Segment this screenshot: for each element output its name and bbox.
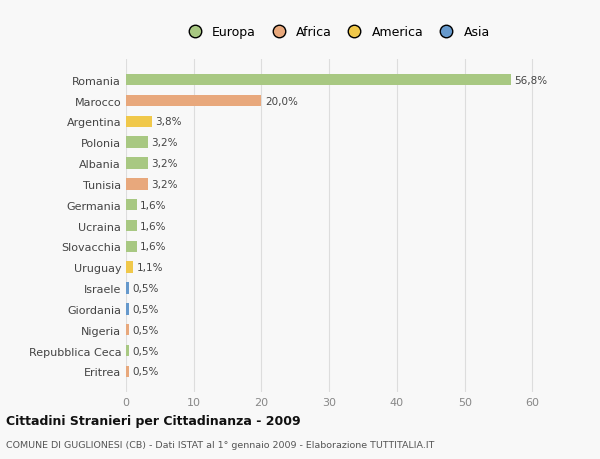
Text: 3,2%: 3,2% — [151, 138, 178, 148]
Bar — [126, 137, 148, 149]
Text: 1,6%: 1,6% — [140, 200, 167, 210]
Bar — [126, 179, 148, 190]
Bar — [126, 117, 152, 128]
Text: 0,5%: 0,5% — [133, 325, 159, 335]
Text: COMUNE DI GUGLIONESI (CB) - Dati ISTAT al 1° gennaio 2009 - Elaborazione TUTTITA: COMUNE DI GUGLIONESI (CB) - Dati ISTAT a… — [6, 441, 434, 449]
Text: 3,2%: 3,2% — [151, 159, 178, 168]
Text: 1,6%: 1,6% — [140, 242, 167, 252]
Text: 0,5%: 0,5% — [133, 367, 159, 376]
Bar — [126, 283, 130, 294]
Text: 1,1%: 1,1% — [137, 263, 163, 273]
Bar — [126, 325, 130, 336]
Bar — [126, 220, 137, 232]
Bar — [126, 303, 130, 315]
Text: 20,0%: 20,0% — [265, 96, 298, 106]
Text: 3,8%: 3,8% — [155, 117, 182, 127]
Legend: Europa, Africa, America, Asia: Europa, Africa, America, Asia — [178, 22, 494, 43]
Bar — [126, 200, 137, 211]
Text: Cittadini Stranieri per Cittadinanza - 2009: Cittadini Stranieri per Cittadinanza - 2… — [6, 414, 301, 428]
Text: 1,6%: 1,6% — [140, 221, 167, 231]
Text: 0,5%: 0,5% — [133, 304, 159, 314]
Bar — [126, 241, 137, 252]
Bar — [126, 262, 133, 274]
Text: 0,5%: 0,5% — [133, 346, 159, 356]
Text: 3,2%: 3,2% — [151, 179, 178, 190]
Bar — [126, 75, 511, 86]
Text: 56,8%: 56,8% — [514, 76, 547, 85]
Bar — [126, 345, 130, 357]
Bar — [126, 158, 148, 169]
Bar — [126, 366, 130, 377]
Bar — [126, 95, 262, 107]
Text: 0,5%: 0,5% — [133, 284, 159, 293]
